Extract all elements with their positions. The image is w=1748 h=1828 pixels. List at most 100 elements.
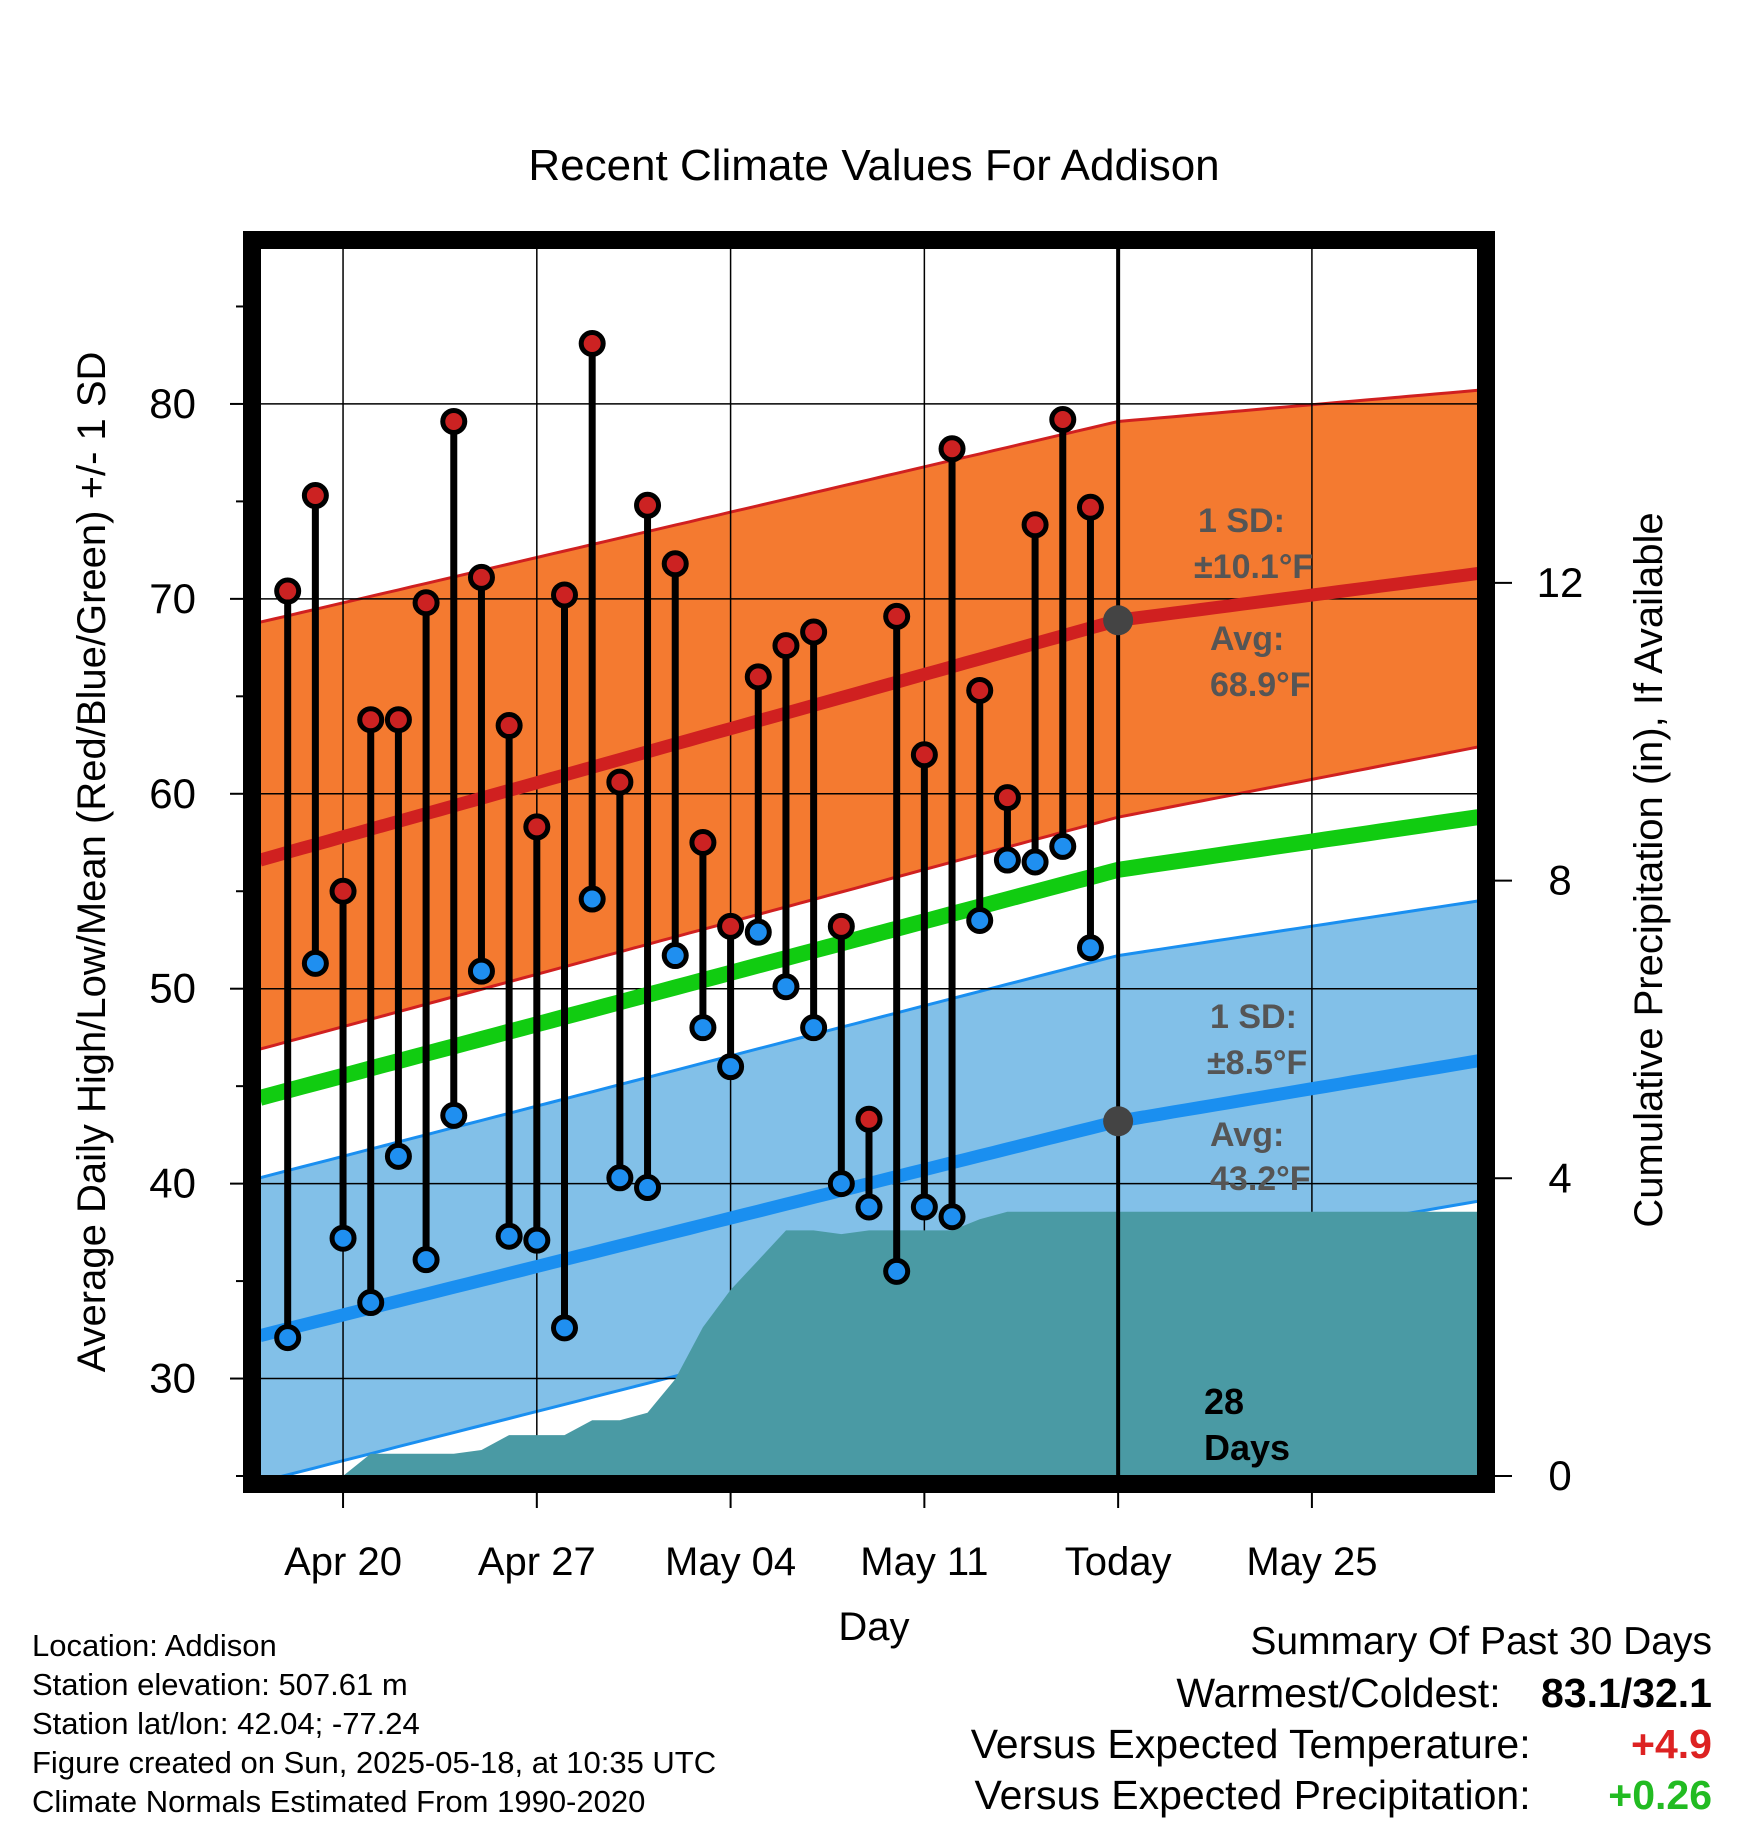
meta-normals: Climate Normals Estimated From 1990-2020: [32, 1784, 646, 1819]
precip-anomaly-label: Versus Expected Precipitation:: [974, 1772, 1531, 1818]
daily-low-point: [467, 957, 495, 985]
low-sd-label: 1 SD:: [1210, 998, 1297, 1036]
daily-low-point: [1049, 832, 1077, 860]
high-avg-value: 68.9°F: [1210, 666, 1311, 704]
daily-high-point: [689, 829, 717, 857]
daily-high-point: [301, 482, 329, 510]
daily-low-point: [578, 885, 606, 913]
daily-high-point: [827, 912, 855, 940]
daily-high-point: [966, 676, 994, 704]
daily-low-point: [301, 949, 329, 977]
daily-high-point: [993, 784, 1021, 812]
y2-tick-label: 4: [1548, 1154, 1571, 1201]
daily-low-point: [384, 1142, 412, 1170]
y-tick-label: 60: [149, 770, 196, 817]
station-metadata: Location: Addison Station elevation: 507…: [32, 1626, 716, 1821]
y-tick-label: 50: [149, 965, 196, 1012]
high-avg-label: Avg:: [1210, 620, 1284, 658]
plot-frame: [243, 231, 1495, 1493]
warmest-coldest-row: Warmest/Coldest: 83.1/32.1: [971, 1670, 1712, 1717]
daily-high-point: [634, 491, 662, 519]
daily-low-point: [274, 1324, 302, 1352]
daily-low-point: [357, 1289, 385, 1317]
daily-low-point: [1021, 848, 1049, 876]
x-tick-label: Apr 20: [284, 1540, 402, 1584]
y2-tick-label: 8: [1548, 857, 1571, 904]
daily-high-point: [938, 435, 966, 463]
x-tick-label: Apr 27: [478, 1540, 596, 1584]
daily-low-point: [800, 1014, 828, 1042]
x-axis-title: Day: [838, 1605, 909, 1649]
low-sd-value: ±8.5°F: [1207, 1044, 1307, 1082]
warmest-coldest-label: Warmest/Coldest:: [1176, 1670, 1501, 1716]
temp-anomaly-label: Versus Expected Temperature:: [970, 1721, 1531, 1767]
daily-high-point: [551, 581, 578, 609]
normal-mean-line: [260, 809, 1478, 1106]
daily-high-point: [495, 712, 523, 740]
daily-high-point: [883, 602, 911, 630]
normal-high-line: [260, 567, 1478, 867]
daily-high-point: [578, 330, 606, 358]
daily-high-point: [274, 577, 302, 605]
daily-low-point: [495, 1222, 523, 1250]
annotations: 1 SD: ±10.1°F Avg: 68.9°F 1 SD: ±8.5°F Avg: 43.…: [1103, 502, 1313, 1468]
daily-high-point: [717, 912, 745, 940]
daily-low-point: [634, 1174, 662, 1202]
y-tick-label: 40: [149, 1160, 196, 1207]
warmest-coldest-value: 83.1/32.1: [1541, 1670, 1712, 1716]
temp-anomaly-row: Versus Expected Temperature: +4.9: [971, 1721, 1712, 1768]
y2-axis-title: Cumulative Precipitation (in), If Availa…: [1627, 512, 1671, 1227]
summary-panel: Summary Of Past 30 Days Warmest/Coldest:…: [971, 1620, 1712, 1819]
daily-low-point: [827, 1170, 855, 1198]
daily-low-point: [329, 1224, 357, 1252]
y-tick-label: 70: [149, 575, 196, 622]
daily-low-point: [440, 1101, 468, 1129]
precipitation-area: [260, 1211, 1478, 1476]
daily-low-point: [772, 973, 800, 1001]
low-avg-label: Avg:: [1210, 1116, 1284, 1154]
x-tick-label: Today: [1065, 1540, 1172, 1584]
daily-high-point: [467, 563, 495, 591]
daily-high-point: [384, 706, 412, 734]
daily-low-point: [883, 1257, 911, 1285]
daily-high-point: [744, 663, 772, 691]
high-upper-edge: [260, 388, 1478, 624]
daily-low-point: [993, 846, 1021, 874]
low-avg-value: 43.2°F: [1210, 1160, 1311, 1198]
meta-latlon: Station lat/lon: 42.04; -77.24: [32, 1706, 420, 1741]
x-tick-label: May 25: [1246, 1540, 1377, 1584]
high-sd-value: ±10.1°F: [1194, 548, 1313, 586]
daily-low-point: [661, 942, 689, 970]
daily-high-point: [606, 768, 634, 796]
precip-anomaly-row: Versus Expected Precipitation: +0.26: [971, 1772, 1713, 1819]
plot-border: [243, 231, 1495, 1493]
daily-low-point: [1076, 934, 1104, 962]
high-lower-edge: [260, 745, 1478, 1051]
y-axis-title: Average Daily High/Low/Mean (Red/Blue/Gr…: [70, 352, 114, 1373]
daily-high-point: [800, 618, 828, 646]
daily-high-point: [661, 550, 689, 578]
daily-low-point: [966, 906, 994, 934]
meta-elevation: Station elevation: 507.61 m: [32, 1667, 408, 1702]
daily-low-point: [855, 1193, 883, 1221]
high-sd-label: 1 SD:: [1198, 502, 1285, 540]
meta-created: Figure created on Sun, 2025-05-18, at 10…: [32, 1745, 717, 1780]
daily-high-point: [1049, 406, 1077, 434]
y2-tick-label: 12: [1537, 559, 1584, 606]
meta-location: Location: Addison: [32, 1628, 277, 1663]
summary-title: Summary Of Past 30 Days: [1250, 1620, 1712, 1663]
axes: 30 40 50 60 70 80 0 4 8 12 Apr 20 Apr 27 May 04 May 1…: [70, 305, 1671, 1649]
daily-low-point: [551, 1314, 578, 1342]
daily-low-point: [523, 1226, 551, 1254]
daily-high-point: [412, 589, 440, 617]
chart-title: Recent Climate Values For Addison: [528, 141, 1219, 190]
daily-high-point: [329, 877, 357, 905]
daily-high-point: [357, 706, 385, 734]
y-tick-label: 30: [149, 1355, 196, 1402]
daily-high-point: [772, 632, 800, 660]
daily-high-point: [910, 741, 938, 769]
daily-low-point: [412, 1246, 440, 1274]
days-count: 28: [1204, 1381, 1244, 1422]
precip-cumulative-area: [260, 1211, 1478, 1476]
